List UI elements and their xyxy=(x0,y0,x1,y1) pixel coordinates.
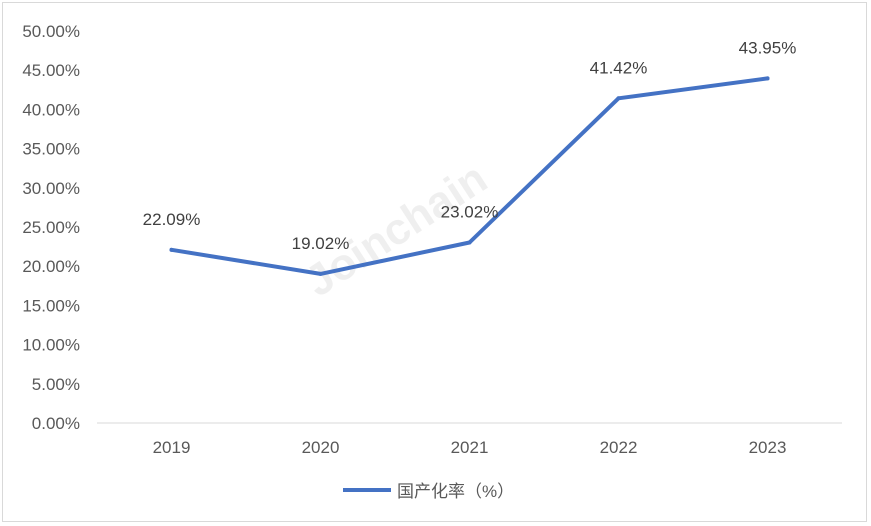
data-label: 43.95% xyxy=(739,38,797,57)
y-tick-label: 45.00% xyxy=(22,61,80,80)
y-tick-label: 20.00% xyxy=(22,257,80,276)
legend: 国产化率（%） xyxy=(343,482,514,501)
x-tick-label: 2019 xyxy=(153,438,191,457)
y-tick-label: 30.00% xyxy=(22,179,80,198)
data-point xyxy=(169,247,174,252)
data-label: 19.02% xyxy=(292,234,350,253)
y-tick-label: 15.00% xyxy=(22,296,80,315)
data-point xyxy=(765,76,770,81)
y-tick-label: 0.00% xyxy=(32,414,80,433)
x-tick-label: 2023 xyxy=(749,438,787,457)
x-tick-label: 2021 xyxy=(451,438,489,457)
x-tick-label: 2020 xyxy=(302,438,340,457)
data-labels: 22.09% 19.02% 23.02% 41.42% 43.95% xyxy=(143,38,797,276)
y-tick-label: 25.00% xyxy=(22,218,80,237)
data-label: 23.02% xyxy=(441,203,499,222)
x-axis: 2019 2020 2021 2022 2023 xyxy=(153,438,787,457)
y-tick-label: 50.00% xyxy=(22,22,80,41)
y-tick-label: 5.00% xyxy=(32,375,80,394)
data-point xyxy=(616,96,621,101)
watermark: Joinchain xyxy=(297,153,496,306)
y-axis: 0.00% 5.00% 10.00% 15.00% 20.00% 25.00% 30.00%… xyxy=(22,22,80,433)
data-label: 41.42% xyxy=(590,58,648,77)
legend-label: 国产化率（%） xyxy=(397,482,514,501)
y-tick-label: 35.00% xyxy=(22,140,80,159)
x-tick-label: 2022 xyxy=(600,438,638,457)
y-tick-label: 10.00% xyxy=(22,336,80,355)
y-tick-label: 40.00% xyxy=(22,100,80,119)
data-label: 22.09% xyxy=(143,210,201,229)
data-point xyxy=(467,240,472,245)
data-point xyxy=(318,271,323,276)
